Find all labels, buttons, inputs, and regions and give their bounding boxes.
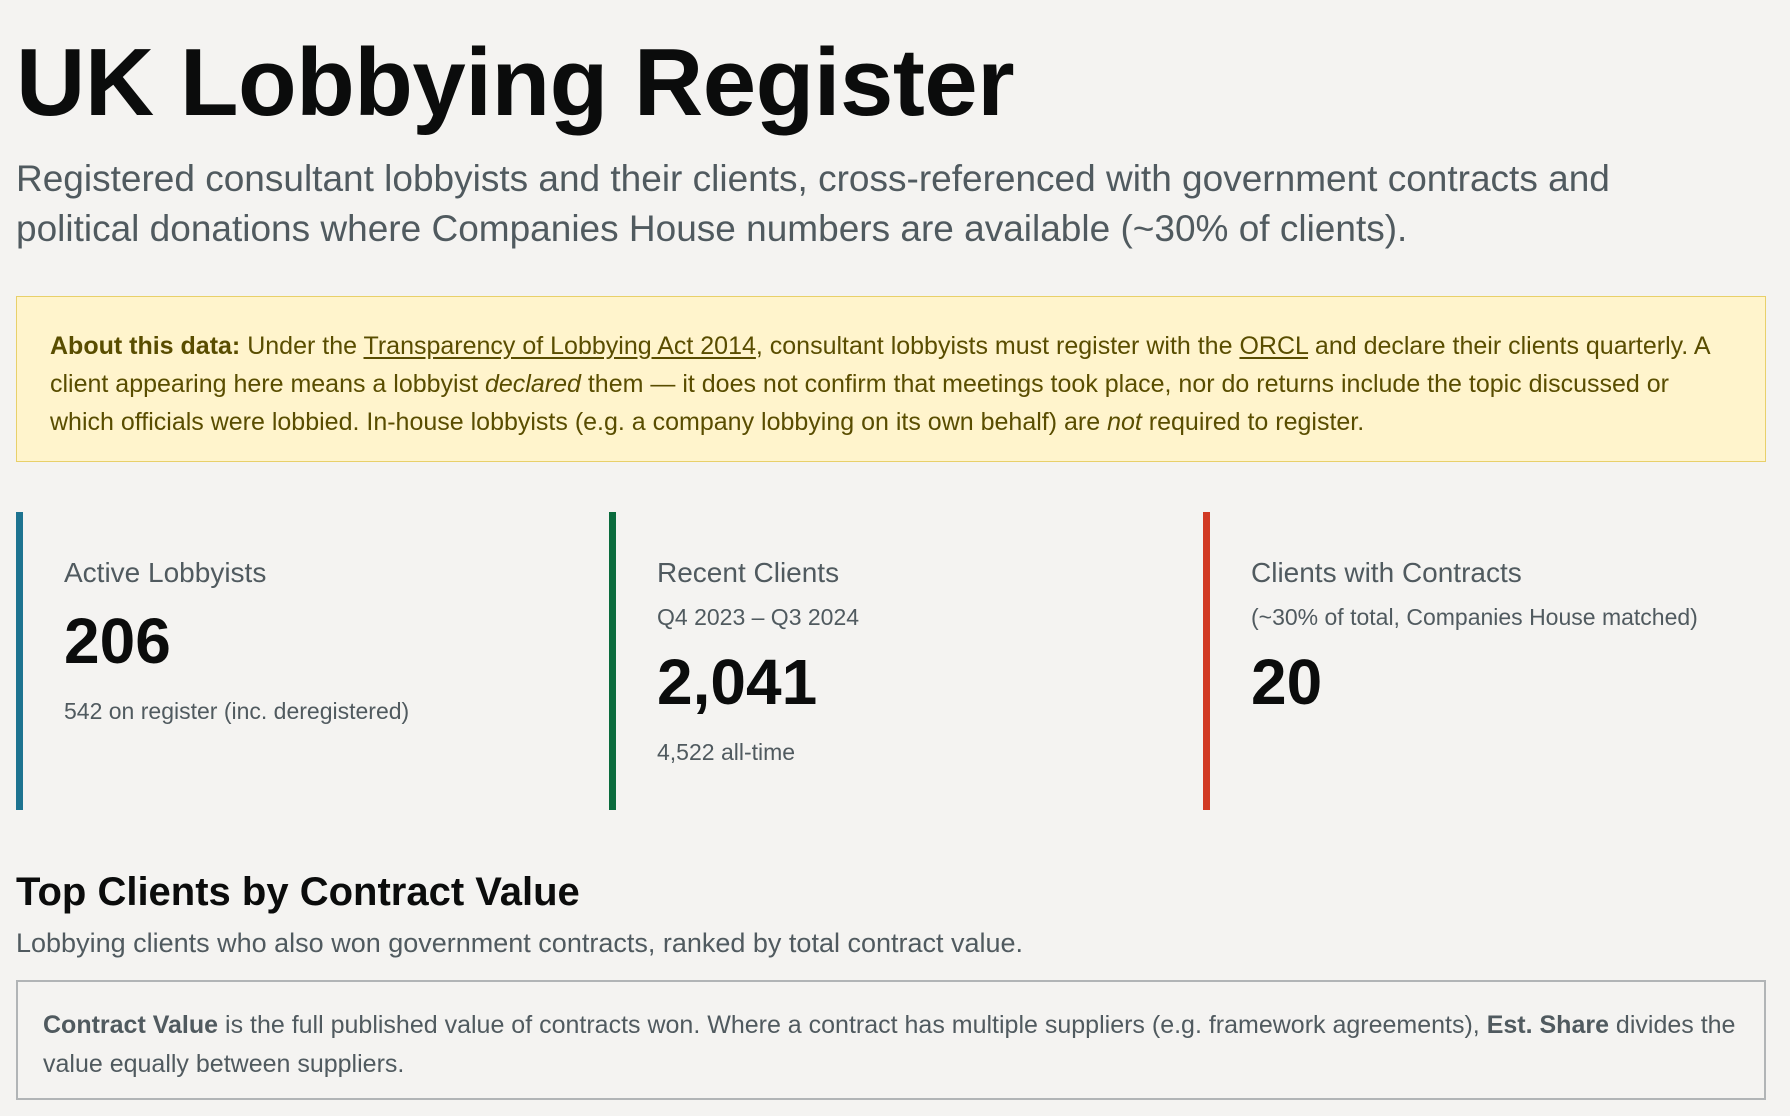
page-subtitle: Registered consultant lobbyists and thei… [16, 158, 1610, 249]
info-text: is the full published value of contracts… [218, 1011, 1487, 1039]
info-term-est-share: Est. Share [1486, 1011, 1609, 1039]
notice-text: and declare their clients quarterly. A c… [50, 332, 1710, 398]
stat-card-clients-with-contracts: Clients with Contracts (~30% of total, C… [1203, 512, 1763, 810]
stat-label: Active Lobbyists [64, 557, 267, 588]
notice-emphasis-declared: declared [485, 370, 581, 398]
stat-value: 2,041 [657, 646, 818, 718]
section-description: Lobbying clients who also won government… [16, 928, 1024, 958]
stat-value: 206 [64, 605, 171, 677]
stat-value: 20 [1251, 646, 1323, 718]
lobbying-act-link[interactable]: Transparency of Lobbying Act 2014 [363, 332, 756, 360]
notice-label: About this data: [50, 332, 241, 360]
stat-card-recent-clients: Recent Clients Q4 2023 – Q3 2024 2,041 4… [609, 512, 1169, 810]
orcl-link[interactable]: ORCL [1239, 332, 1308, 360]
stat-period: (~30% of total, Companies House matched) [1251, 604, 1698, 630]
notice-emphasis-not: not [1107, 408, 1142, 436]
contract-value-info-box: Contract Value is the full published val… [16, 980, 1766, 1100]
notice-text: , consultant lobbyists must register wit… [755, 332, 1240, 360]
page-title: UK Lobbying Register [16, 29, 1015, 136]
stat-note: 4,522 all-time [657, 739, 796, 765]
stat-label: Recent Clients [657, 557, 840, 588]
stat-note: 542 on register (inc. deregistered) [64, 698, 410, 724]
about-data-notice: About this data: Under the Transparency … [16, 296, 1766, 462]
notice-text: them — it does not confirm that meetings… [50, 370, 1669, 436]
stat-card-active-lobbyists: Active Lobbyists 206 542 on register (in… [16, 512, 576, 810]
notice-text: Under the [240, 332, 364, 360]
section-title: Top Clients by Contract Value [16, 870, 580, 914]
stat-label: Clients with Contracts [1251, 557, 1522, 588]
notice-text: required to register. [1141, 408, 1365, 436]
stat-period: Q4 2023 – Q3 2024 [657, 604, 860, 630]
info-term-contract-value: Contract Value [43, 1011, 219, 1039]
info-text: divides the value equally between suppli… [43, 1011, 1736, 1078]
